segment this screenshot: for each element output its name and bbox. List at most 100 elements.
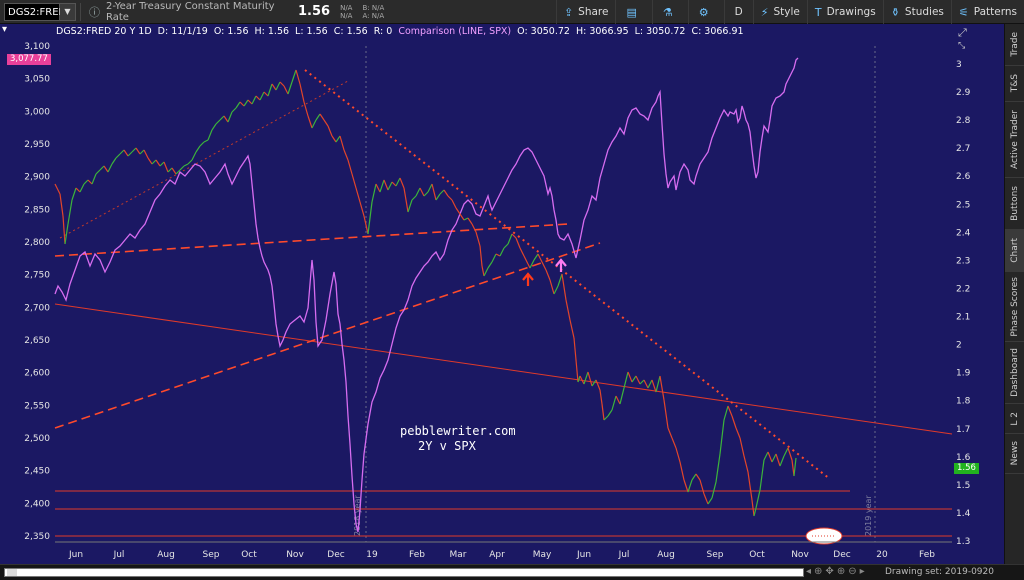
rate-segment: [771, 453, 777, 463]
chart-menu-icon[interactable]: ▾: [2, 24, 7, 35]
patterns-button[interactable]: ⚟ Patterns: [950, 0, 1024, 24]
rate-segment: [569, 319, 575, 339]
tab-level-2[interactable]: L 2: [1005, 404, 1024, 434]
rate-segment: [339, 135, 345, 151]
tab-phase-scores[interactable]: Phase Scores: [1005, 272, 1024, 342]
left-price-axis[interactable]: 3,100 3,050 3,000 2,950 2,900 2,850 2,800 2,750…: [24, 42, 50, 542]
rate-segment: [415, 187, 421, 197]
studies-icon: ⚱: [890, 5, 900, 19]
tab-active-trader[interactable]: Active Trader: [1005, 102, 1024, 178]
rate-segment: [451, 199, 457, 209]
tab-buttons[interactable]: Buttons: [1005, 178, 1024, 230]
left-axis-tick: 2,600: [24, 369, 50, 379]
rate-segment: [663, 399, 669, 429]
rate-segment: [791, 459, 795, 477]
time-axis-tick: Feb: [409, 550, 425, 560]
aggregation-label: D: [734, 6, 743, 18]
rate-segment: [481, 265, 485, 277]
rate-segment: [191, 151, 197, 161]
crosshair-icon[interactable]: ⊕: [814, 566, 823, 577]
tab-buttons-label: Buttons: [1010, 186, 1020, 221]
rate-segment: [541, 261, 547, 271]
tab-news-label: News: [1010, 441, 1020, 466]
info-date: D: 11/1/19: [157, 26, 208, 37]
symbol-dropdown-icon[interactable]: ▼: [60, 2, 76, 21]
tab-dashboard[interactable]: Dashboard: [1005, 342, 1024, 404]
rate-segment: [603, 415, 609, 421]
right-axis-tick: 2.1: [956, 313, 970, 323]
time-axis-tick: Sep: [203, 550, 220, 560]
drawings-label: Drawings: [826, 6, 876, 18]
time-axis[interactable]: Jun Jul Aug Sep Oct Nov Dec 19 Feb Mar Apr May Jun Ju…: [68, 550, 935, 560]
rate-segment: [691, 473, 697, 481]
rate-line[interactable]: [54, 69, 797, 517]
zoom-out-icon[interactable]: ⊖: [848, 566, 857, 577]
tab-chart[interactable]: Chart: [1005, 230, 1024, 272]
time-axis-tick: Aug: [657, 550, 675, 560]
settings-button[interactable]: ⚙: [687, 0, 724, 24]
share-button[interactable]: ⇪ Share: [555, 0, 616, 24]
rate-segment: [335, 135, 341, 143]
rate-segment: [533, 253, 539, 261]
rate-segment: [347, 159, 353, 175]
price-chart[interactable]: 2018 year 2019 year: [0, 24, 1004, 564]
clipboard-button[interactable]: ▤: [615, 0, 651, 24]
watermark-text: pebblewriter.com 2Y v SPX: [400, 424, 516, 454]
dashed-rising-line[interactable]: [54, 242, 601, 429]
rate-segment: [577, 375, 581, 383]
rate-segment: [683, 479, 689, 493]
gear-icon: ⚙: [698, 5, 709, 19]
tab-trade[interactable]: Trade: [1005, 24, 1024, 66]
zoom-in-icon[interactable]: ⊕: [836, 566, 846, 577]
aggregation-button[interactable]: D: [723, 0, 753, 24]
info-icon[interactable]: ⓘ: [89, 5, 100, 19]
rate-segment: [131, 147, 137, 153]
rate-segment: [139, 149, 145, 155]
bid-size: N/A: [340, 3, 353, 12]
right-rate-axis[interactable]: 3 2.9 2.8 2.7 2.6 2.5 2.4 2.3 2.2 2.1 2 1.9 1.8 1.7 1.…: [956, 60, 971, 547]
rate-segment: [751, 499, 755, 517]
left-axis-tick: 2,500: [24, 434, 50, 444]
tab-ts-label: T&S: [1010, 74, 1020, 93]
clipboard-icon: ▤: [626, 5, 637, 19]
spx-comparison-line[interactable]: [54, 57, 799, 533]
rate-segment: [379, 179, 385, 193]
rate-segment: [327, 125, 333, 137]
rate-segment: [727, 405, 733, 417]
scroll-right-icon[interactable]: ▸: [859, 566, 865, 577]
tab-active-trader-label: Active Trader: [1010, 109, 1020, 170]
rate-segment: [447, 195, 453, 201]
rate-segment: [367, 201, 373, 235]
rate-segment: [427, 183, 433, 193]
flask-button[interactable]: ⚗: [651, 0, 688, 24]
rate-segment: [359, 201, 365, 217]
right-axis-tick: 2.9: [956, 88, 971, 98]
studies-button[interactable]: ⚱ Studies: [882, 0, 951, 24]
scroll-left-icon[interactable]: ◂: [806, 566, 812, 577]
rate-segment: [679, 461, 685, 481]
rate-segment: [711, 481, 717, 499]
style-button[interactable]: ⚡ Style: [752, 0, 807, 24]
right-axis-tick: 2.3: [956, 256, 970, 266]
chart-plot[interactable]: 2018 year 2019 year: [0, 24, 1004, 564]
rate-segment: [583, 371, 589, 385]
tab-news[interactable]: News: [1005, 434, 1024, 474]
dashed-resistance-line[interactable]: [54, 223, 569, 257]
time-axis-tick: Oct: [241, 550, 257, 560]
tab-time-and-sales[interactable]: T&S: [1005, 66, 1024, 102]
time-axis-tick: Sep: [707, 550, 724, 560]
time-scrollbar[interactable]: [4, 568, 804, 577]
pan-icon[interactable]: ✥: [825, 566, 834, 577]
long-trendline[interactable]: [54, 303, 953, 435]
chart-toolbar: DGS2:FRED ▼ ⓘ 2-Year Treasury Constant M…: [0, 0, 1024, 24]
expand-icon[interactable]: ⤢: [958, 26, 967, 39]
drawings-button[interactable]: T Drawings: [806, 0, 883, 24]
right-axis-tick: 2.5: [956, 200, 970, 210]
collapse-icon[interactable]: ⤡: [958, 41, 965, 51]
time-axis-tick: Feb: [919, 550, 935, 560]
symbol-input[interactable]: DGS2:FRED: [4, 2, 66, 21]
rate-segment: [591, 379, 597, 387]
rate-segment: [267, 83, 273, 97]
scrollbar-thumb[interactable]: [7, 569, 17, 576]
rate-segment: [311, 119, 317, 129]
